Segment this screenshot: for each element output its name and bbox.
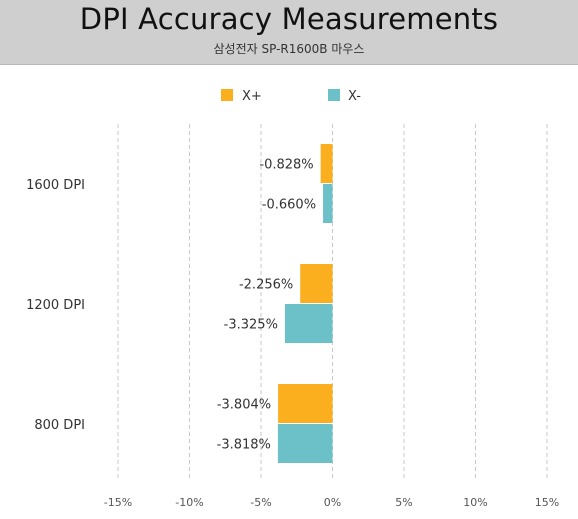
bar xyxy=(277,424,333,463)
legend-label: X- xyxy=(348,89,361,104)
x-tick-label: -10% xyxy=(175,496,203,509)
data-label: -3.325% xyxy=(224,318,278,333)
chart-title: DPI Accuracy Measurements xyxy=(79,2,499,36)
bars xyxy=(277,144,333,463)
category-labels: 1600 DPI 1200 DPI 800 DPI xyxy=(26,178,85,433)
bar xyxy=(284,304,333,343)
x-axis-ticks: -15% -10% -5% 0% 5% 10% 15% xyxy=(104,496,559,509)
x-tick-label: 5% xyxy=(395,496,412,509)
data-label: -0.828% xyxy=(259,158,313,173)
legend: X+ X- xyxy=(221,89,361,104)
legend-swatch xyxy=(221,89,233,101)
bar xyxy=(320,144,333,183)
x-tick-label: -5% xyxy=(250,496,271,509)
chart-subtitle: 삼성전자 SP-R1600B 마우스 xyxy=(213,42,365,56)
data-label: -2.256% xyxy=(239,278,293,293)
data-label: -3.804% xyxy=(217,398,271,413)
bar xyxy=(300,264,333,303)
data-label: -3.818% xyxy=(217,438,271,453)
category-label: 800 DPI xyxy=(34,418,85,433)
legend-swatch xyxy=(328,89,340,101)
data-labels: -0.828% -0.660% -2.256% -3.325% -3.804% -3.81… xyxy=(217,158,316,453)
data-label: -0.660% xyxy=(262,198,316,213)
x-tick-label: -15% xyxy=(104,496,132,509)
bar xyxy=(278,384,333,423)
category-label: 1200 DPI xyxy=(26,298,85,313)
x-tick-label: 10% xyxy=(463,496,487,509)
x-tick-label: 15% xyxy=(535,496,559,509)
chart-header: DPI Accuracy Measurements 삼성전자 SP-R1600B… xyxy=(0,0,578,65)
gridlines xyxy=(117,124,548,481)
x-tick-label: 0% xyxy=(324,496,341,509)
category-label: 1600 DPI xyxy=(26,178,85,193)
legend-label: X+ xyxy=(242,89,262,104)
bar xyxy=(323,184,333,223)
